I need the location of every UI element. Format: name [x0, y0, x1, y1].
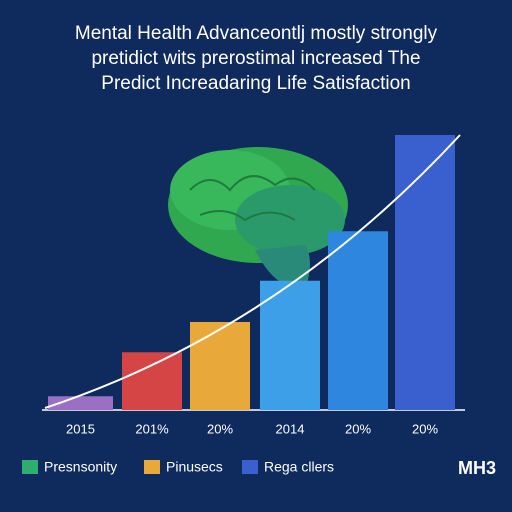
x-tick-label: 2015: [66, 421, 95, 436]
chart-title: Mental Health Advanceontlj mostly strong…: [75, 23, 438, 44]
bar: [122, 352, 182, 410]
legend-label: Pinusecs: [166, 459, 223, 475]
legend-label: Rega cllers: [264, 459, 334, 475]
bar: [328, 231, 388, 410]
chart-title: pretidict wits prerostimal increased The: [91, 48, 420, 69]
chart-title: Predict Increadaring Life Satisfaction: [101, 73, 410, 94]
trend-curve: [44, 134, 461, 409]
legend-swatch: [22, 460, 38, 474]
x-tick-label: 20%: [345, 421, 371, 436]
legend-swatch: [242, 460, 258, 474]
x-tick-label: 20%: [207, 421, 233, 436]
bar: [260, 280, 320, 410]
x-tick-label: 201%: [135, 421, 169, 436]
bar: [395, 135, 455, 410]
bar: [48, 396, 113, 410]
legend-label: Presnsonity: [44, 459, 117, 475]
x-tick-label: 2014: [276, 421, 305, 436]
legend-swatch: [144, 460, 160, 474]
logo: MH3: [458, 458, 496, 478]
brain-illustration: [168, 147, 348, 290]
bar: [190, 322, 250, 410]
x-tick-label: 20%: [412, 421, 438, 436]
